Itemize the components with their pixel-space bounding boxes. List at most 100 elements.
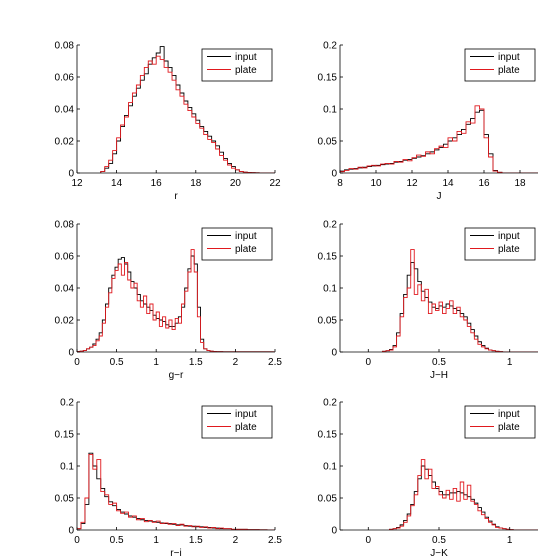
x-tick-label: 20 [230, 178, 242, 189]
x-tick-label: 2.5 [268, 535, 282, 546]
chart-panel-5: 0 0.5 1 1.5 2 2.5 0 0.05 0.1 0.15 0.2 r−i input plate [55, 398, 283, 560]
legend-box [201, 227, 273, 261]
y-tick-label: 0.1 [323, 284, 337, 295]
legend-label-plate: plate [498, 244, 520, 255]
y-tick-label: 0.08 [55, 220, 75, 231]
y-tick-label: 0.15 [55, 430, 75, 441]
chart-panel-3: 0 0.5 1 1.5 2 2.5 0 0.02 0.04 0.06 0.08 g−r input pla… [55, 220, 283, 382]
x-tick-label: 0 [366, 357, 372, 368]
x-tick-label: 12 [406, 178, 418, 189]
x-tick-label: 16 [478, 178, 490, 189]
legend-label-plate: plate [235, 244, 257, 255]
x-tick-label: 0 [74, 357, 80, 368]
y-tick-label: 0.1 [323, 462, 337, 473]
x-tick-label: 1 [507, 535, 513, 546]
y-tick-label: 0.15 [318, 252, 338, 263]
x-tick-label: 18 [190, 178, 202, 189]
y-tick-label: 0 [68, 526, 74, 537]
x-tick-label: 1 [153, 357, 159, 368]
y-tick-label: 0.1 [323, 105, 337, 116]
legend-label-plate: plate [235, 422, 257, 433]
x-axis-label: r−i [170, 548, 181, 559]
y-tick-label: 0.05 [318, 137, 338, 148]
y-tick-label: 0.15 [318, 73, 338, 84]
legend-box [201, 405, 273, 439]
y-tick-label: 0.2 [323, 41, 337, 52]
y-tick-label: 0 [68, 348, 74, 359]
y-tick-label: 0.2 [60, 398, 74, 409]
legend-label-input: input [235, 231, 257, 242]
legend-box [464, 405, 536, 439]
legend: input plate [201, 48, 273, 82]
x-tick-label: 18 [514, 178, 526, 189]
legend-label-input: input [235, 52, 257, 63]
chart-panel-6: 0 0.5 1 0 0.05 0.1 0.15 0.2 J−K input plate [318, 398, 538, 559]
chart-panel-4: 0 0.5 1 0 0.05 0.1 0.15 0.2 J−H input plate [318, 220, 538, 381]
x-tick-label: 0.5 [110, 357, 124, 368]
y-tick-label: 0.06 [55, 252, 75, 263]
series-plate-line [340, 105, 538, 173]
x-tick-label: 1.5 [189, 535, 203, 546]
x-tick-label: 0.5 [110, 535, 124, 546]
legend-box [201, 48, 273, 82]
y-tick-label: 0.04 [55, 105, 75, 116]
x-tick-label: 1 [153, 535, 159, 546]
x-tick-label: 0 [366, 535, 372, 546]
legend: input plate [464, 227, 536, 261]
y-tick-label: 0.05 [318, 494, 338, 505]
x-tick-label: 16 [151, 178, 163, 189]
series-input-line [77, 255, 275, 352]
x-axis-label: J [437, 191, 442, 202]
legend-label-input: input [498, 52, 520, 63]
x-tick-label: 0 [74, 535, 80, 546]
x-tick-label: 12 [71, 178, 83, 189]
legend-label-input: input [498, 409, 520, 420]
legend-label-plate: plate [235, 65, 257, 76]
x-tick-label: 8 [337, 178, 343, 189]
y-tick-label: 0.2 [323, 220, 337, 231]
x-tick-label: 2.5 [268, 357, 282, 368]
legend: input plate [464, 48, 536, 82]
y-tick-label: 0.02 [55, 316, 75, 327]
y-tick-label: 0.15 [318, 430, 338, 441]
legend-label-input: input [235, 409, 257, 420]
legend-label-plate: plate [498, 65, 520, 76]
y-tick-label: 0.05 [318, 316, 338, 327]
chart-panel-1: 12 14 16 18 20 22 0 0.02 0.04 0.06 0.08 r input plate [55, 41, 281, 203]
legend-label-plate: plate [498, 422, 520, 433]
series-plate-line [381, 249, 538, 352]
legend-label-input: input [498, 231, 520, 242]
y-tick-label: 0 [68, 169, 74, 180]
y-tick-label: 0.08 [55, 41, 75, 52]
x-tick-label: 10 [370, 178, 382, 189]
x-tick-label: 1.5 [189, 357, 203, 368]
y-tick-label: 0 [331, 526, 337, 537]
x-tick-label: 22 [269, 178, 281, 189]
series-input-line [77, 452, 275, 530]
legend-box [464, 227, 536, 261]
series-plate-line [389, 459, 538, 530]
legend: input plate [201, 405, 273, 439]
y-tick-label: 0.04 [55, 284, 75, 295]
x-axis-label: J−H [430, 370, 448, 381]
y-tick-label: 0 [331, 348, 337, 359]
y-tick-label: 0.05 [55, 494, 75, 505]
x-tick-label: 0.5 [432, 535, 446, 546]
x-tick-label: 1 [507, 357, 513, 368]
y-tick-label: 0.2 [323, 398, 337, 409]
x-tick-label: 2 [233, 535, 239, 546]
y-tick-label: 0.1 [60, 462, 74, 473]
series-plate-line [77, 249, 275, 352]
x-tick-label: 2 [233, 357, 239, 368]
y-tick-label: 0 [331, 169, 337, 180]
x-axis-label: r [174, 191, 178, 202]
series-plate-line [100, 55, 275, 173]
legend: input plate [201, 227, 273, 261]
x-axis-label: J−K [430, 548, 448, 559]
x-tick-label: 14 [111, 178, 123, 189]
series-plate-line [77, 454, 275, 530]
y-tick-label: 0.02 [55, 137, 75, 148]
x-tick-label: 14 [442, 178, 454, 189]
